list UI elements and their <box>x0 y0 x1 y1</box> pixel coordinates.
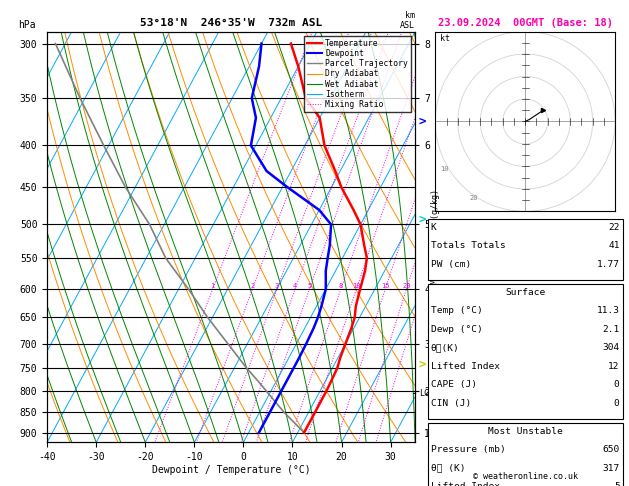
Text: 8: 8 <box>339 283 343 289</box>
Text: Temp (°C): Temp (°C) <box>431 306 482 315</box>
Text: km
ASL: km ASL <box>400 11 415 30</box>
Text: Pressure (mb): Pressure (mb) <box>431 445 506 454</box>
Text: kt: kt <box>440 34 450 43</box>
Text: 11.3: 11.3 <box>596 306 620 315</box>
Text: 304: 304 <box>603 343 620 352</box>
Text: >: > <box>418 358 426 371</box>
Text: 2: 2 <box>250 283 255 289</box>
Text: Totals Totals: Totals Totals <box>431 241 506 250</box>
Text: Surface: Surface <box>505 288 545 297</box>
Text: 3: 3 <box>275 283 279 289</box>
Text: 0: 0 <box>614 399 620 408</box>
Text: >: > <box>418 212 426 225</box>
Text: Most Unstable: Most Unstable <box>488 427 562 436</box>
X-axis label: Dewpoint / Temperature (°C): Dewpoint / Temperature (°C) <box>152 465 311 475</box>
Text: 0: 0 <box>614 380 620 389</box>
Text: 650: 650 <box>603 445 620 454</box>
Text: 20: 20 <box>469 195 477 201</box>
Text: 23.09.2024  00GMT (Base: 18): 23.09.2024 00GMT (Base: 18) <box>438 17 613 28</box>
Text: 5: 5 <box>614 482 620 486</box>
Text: 20: 20 <box>402 283 411 289</box>
Text: θᴇ (K): θᴇ (K) <box>431 464 465 473</box>
Text: 10: 10 <box>352 283 360 289</box>
Text: K: K <box>431 223 437 232</box>
Text: 1: 1 <box>211 283 215 289</box>
Text: Lifted Index: Lifted Index <box>431 482 500 486</box>
Text: LCL: LCL <box>419 389 434 398</box>
Text: Dewp (°C): Dewp (°C) <box>431 325 482 334</box>
Text: >: > <box>418 115 426 128</box>
Text: Mixing Ratio (g/kg): Mixing Ratio (g/kg) <box>431 190 440 284</box>
Text: 4: 4 <box>293 283 298 289</box>
Text: 22: 22 <box>608 223 620 232</box>
Text: 10: 10 <box>440 166 448 172</box>
Text: Lifted Index: Lifted Index <box>431 362 500 371</box>
Text: CIN (J): CIN (J) <box>431 399 471 408</box>
Text: 317: 317 <box>603 464 620 473</box>
Text: 53°18'N  246°35'W  732m ASL: 53°18'N 246°35'W 732m ASL <box>140 17 322 28</box>
Text: CAPE (J): CAPE (J) <box>431 380 477 389</box>
Text: 12: 12 <box>608 362 620 371</box>
Text: 15: 15 <box>381 283 389 289</box>
Text: © weatheronline.co.uk: © weatheronline.co.uk <box>473 472 577 481</box>
Legend: Temperature, Dewpoint, Parcel Trajectory, Dry Adiabat, Wet Adiabat, Isotherm, Mi: Temperature, Dewpoint, Parcel Trajectory… <box>304 35 411 112</box>
Text: 2.1: 2.1 <box>603 325 620 334</box>
Text: PW (cm): PW (cm) <box>431 260 471 269</box>
Text: hPa: hPa <box>18 19 35 30</box>
Text: 1.77: 1.77 <box>596 260 620 269</box>
Text: θᴇ(K): θᴇ(K) <box>431 343 460 352</box>
Text: 5: 5 <box>308 283 311 289</box>
Text: 41: 41 <box>608 241 620 250</box>
